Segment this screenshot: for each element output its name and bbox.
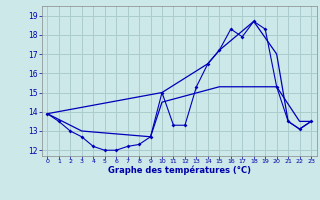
X-axis label: Graphe des températures (°C): Graphe des températures (°C) <box>108 166 251 175</box>
